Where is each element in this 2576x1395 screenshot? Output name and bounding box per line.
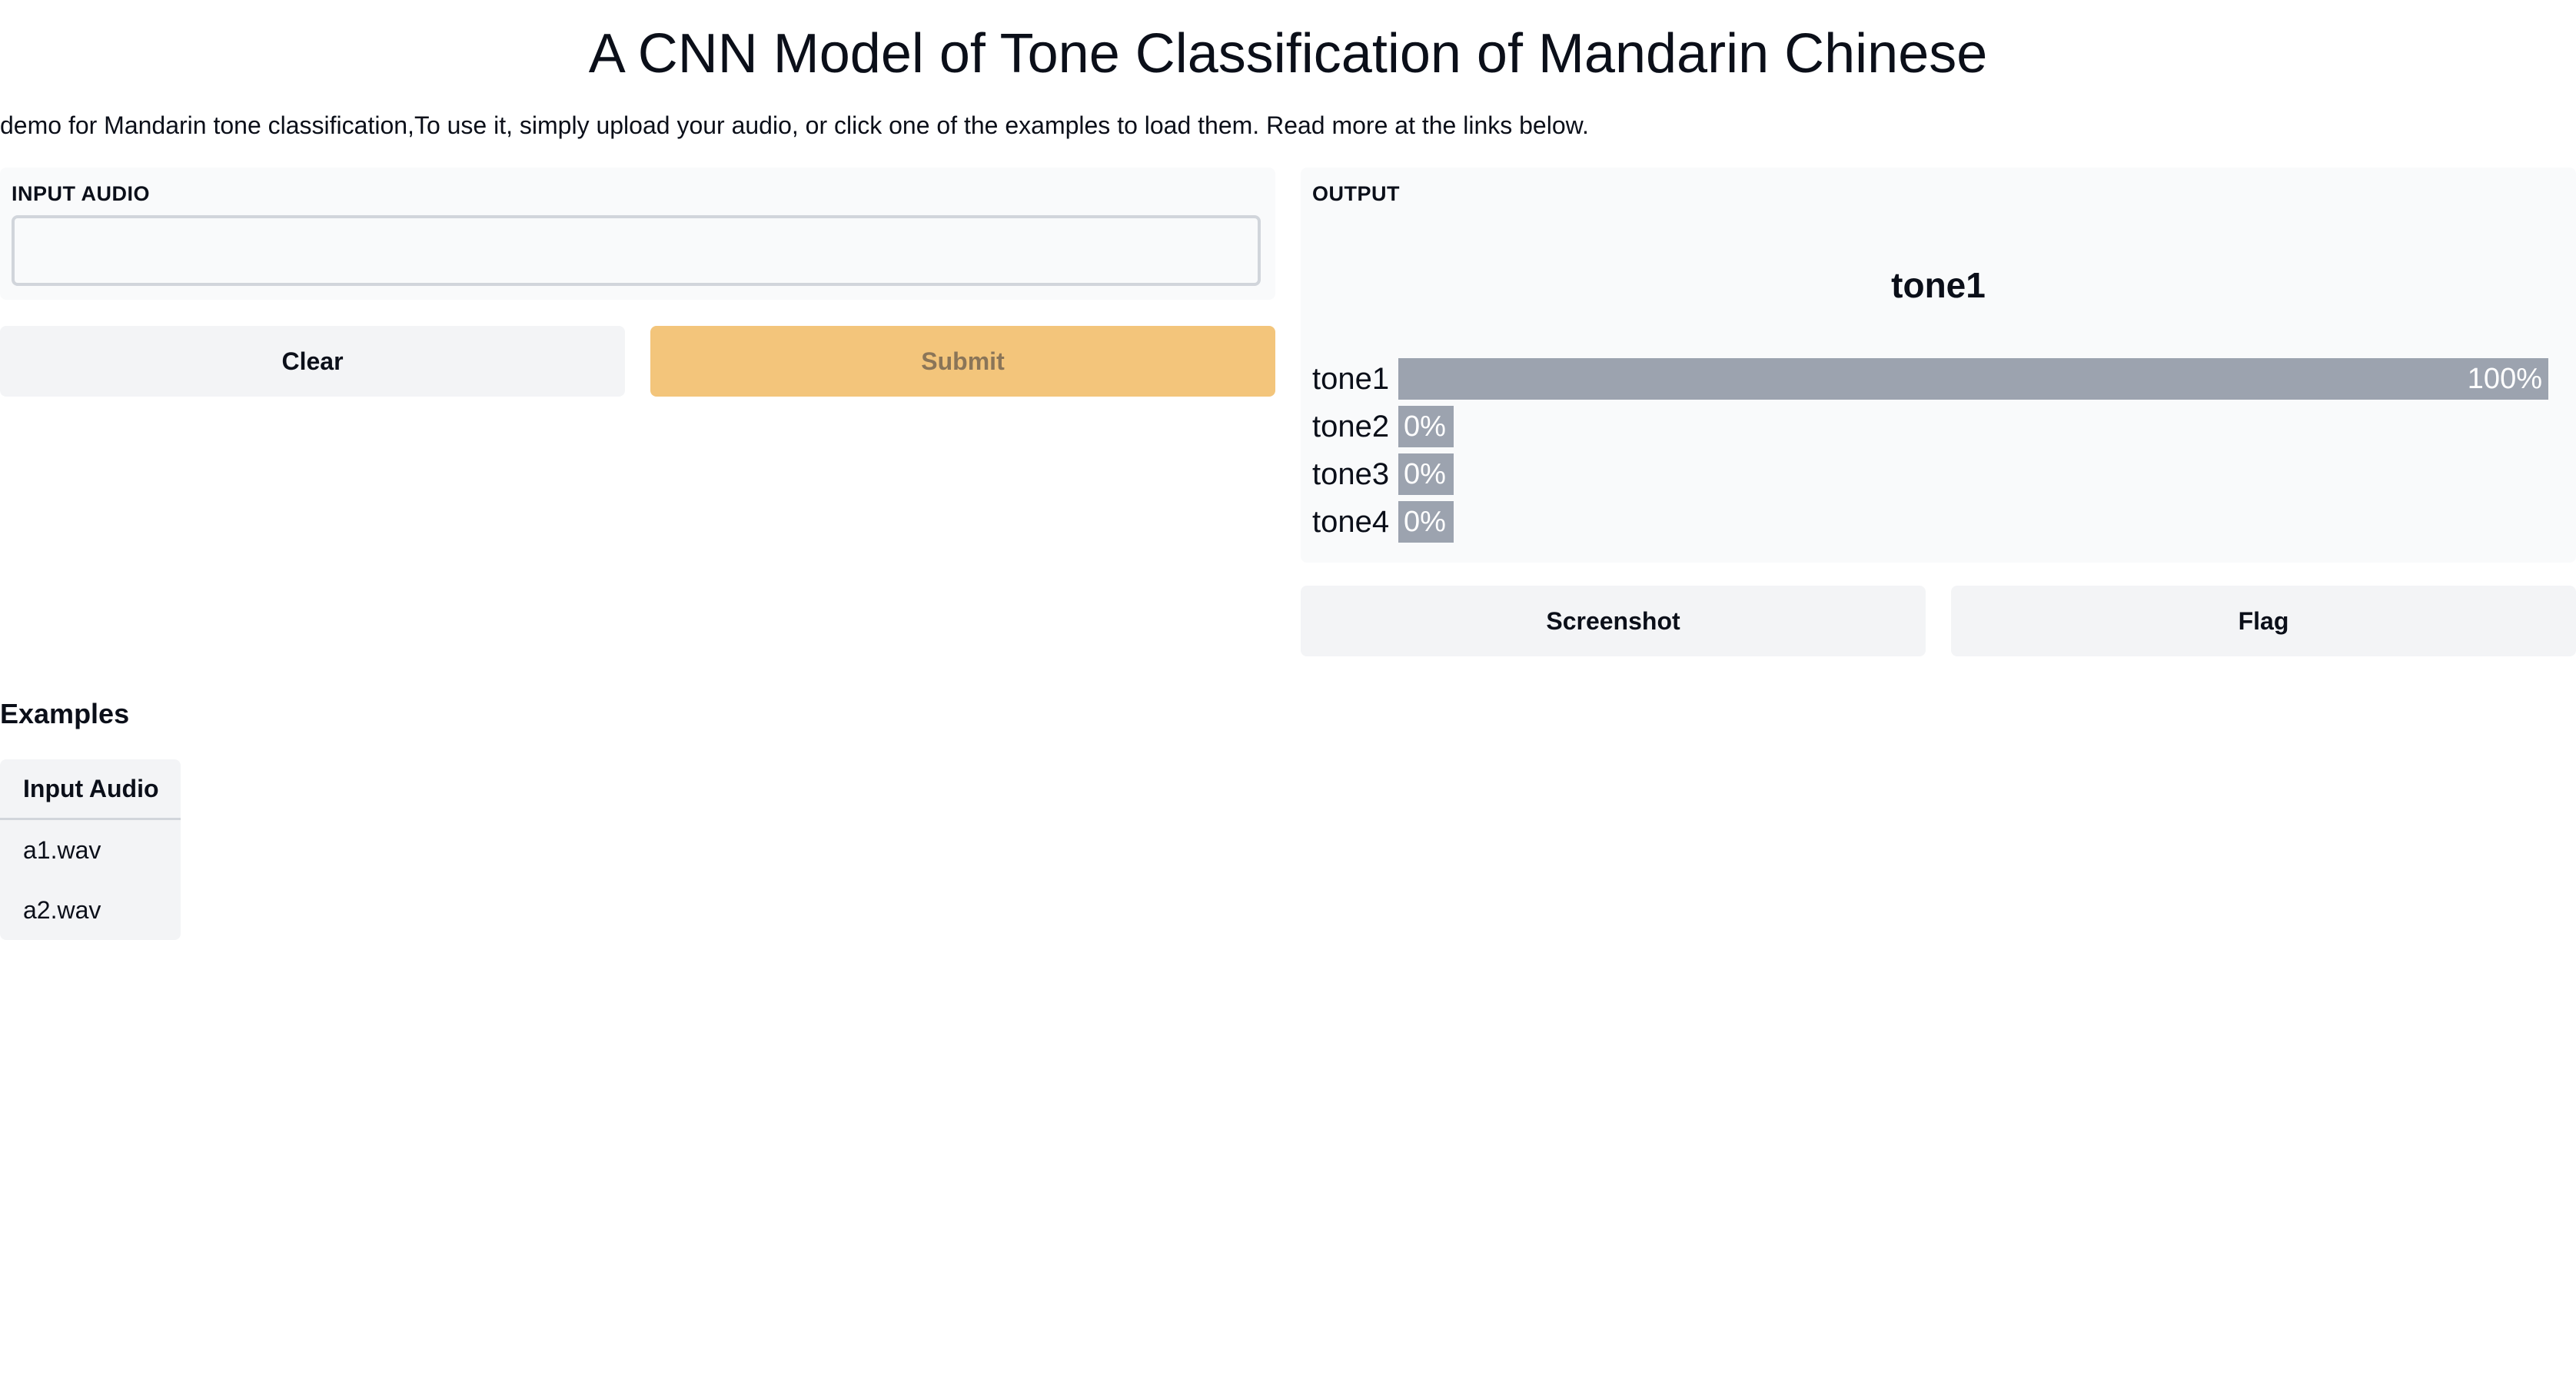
confidence-value: 100% bbox=[2467, 363, 2542, 395]
submit-button[interactable]: Submit bbox=[650, 326, 1275, 397]
flag-button[interactable]: Flag bbox=[1951, 586, 2576, 656]
confidence-bar bbox=[1398, 406, 1454, 447]
output-panel: OUTPUT tone1 tone1 100% tone2 0% tone3 0… bbox=[1301, 168, 2576, 563]
examples-column-header: Input Audio bbox=[0, 759, 181, 820]
output-label: OUTPUT bbox=[1312, 182, 1400, 205]
confidence-row-tone1: tone1 100% bbox=[1312, 358, 2548, 400]
confidence-value: 0% bbox=[1404, 410, 1446, 443]
examples-heading: Examples bbox=[0, 698, 130, 729]
confidence-track: 0% bbox=[1398, 501, 2548, 543]
clear-button[interactable]: Clear bbox=[0, 326, 625, 397]
confidence-track: 0% bbox=[1398, 406, 2548, 447]
screenshot-button[interactable]: Screenshot bbox=[1301, 586, 1926, 656]
confidence-label: tone2 bbox=[1312, 410, 1390, 443]
confidence-bar bbox=[1398, 453, 1454, 495]
confidence-row-tone4: tone4 0% bbox=[1312, 501, 2548, 543]
example-row-a2[interactable]: a2.wav bbox=[23, 896, 101, 924]
confidence-label: tone1 bbox=[1312, 362, 1390, 396]
confidence-bar bbox=[1398, 358, 2548, 400]
predicted-label: tone1 bbox=[1891, 265, 1986, 305]
input-audio-label: INPUT AUDIO bbox=[12, 182, 150, 205]
confidence-track: 100% bbox=[1398, 358, 2548, 400]
examples-table: Input Audio a1.wav a2.wav bbox=[0, 759, 181, 940]
input-audio-panel: INPUT AUDIO bbox=[0, 168, 1275, 300]
page-description: demo for Mandarin tone classification,To… bbox=[0, 111, 1589, 139]
confidence-label: tone3 bbox=[1312, 457, 1390, 491]
confidence-row-tone3: tone3 0% bbox=[1312, 453, 2548, 495]
confidence-row-tone2: tone2 0% bbox=[1312, 406, 2548, 447]
confidence-value: 0% bbox=[1404, 458, 1446, 490]
confidence-bar bbox=[1398, 501, 1454, 543]
confidence-value: 0% bbox=[1404, 506, 1446, 538]
confidence-track: 0% bbox=[1398, 453, 2548, 495]
example-row-a1[interactable]: a1.wav bbox=[23, 836, 101, 864]
audio-upload-dropzone[interactable] bbox=[12, 215, 1261, 286]
confidence-label: tone4 bbox=[1312, 505, 1390, 539]
page-title: A CNN Model of Tone Classification of Ma… bbox=[588, 23, 1988, 85]
